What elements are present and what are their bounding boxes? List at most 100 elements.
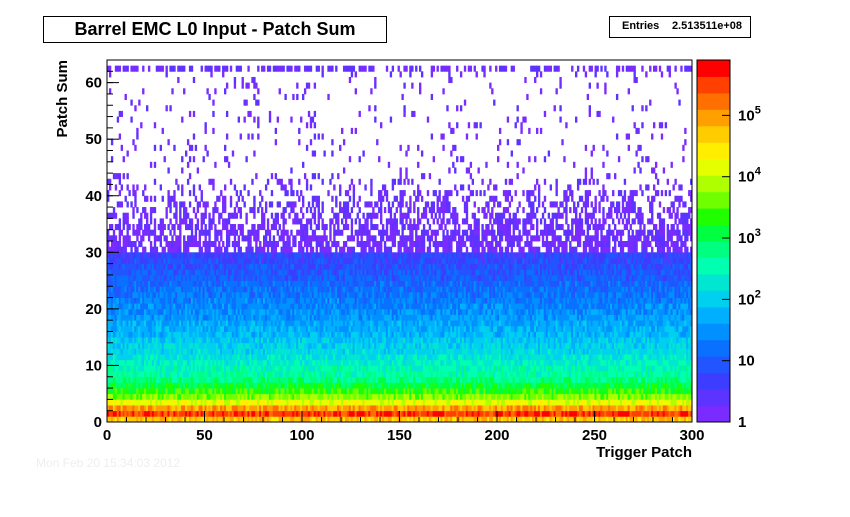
heatmap-cell [190, 263, 194, 270]
heatmap-cell [177, 393, 180, 400]
heatmap-cell [292, 257, 295, 265]
heatmap-cell [298, 371, 301, 378]
heatmap-cell [243, 257, 246, 265]
heatmap-cell [216, 303, 219, 310]
heatmap-cell [253, 201, 256, 208]
heatmap-cell [183, 269, 186, 276]
heatmap-cell [186, 320, 190, 327]
heatmap-cell [159, 342, 162, 349]
heatmap-cell [173, 297, 176, 304]
heatmap-cell [235, 376, 239, 383]
heatmap-cell [122, 218, 125, 225]
heatmap-cell [149, 246, 153, 253]
heatmap-cell [151, 354, 155, 361]
heatmap-cell [196, 376, 200, 383]
heatmap-cell [294, 308, 297, 315]
heatmap-cell [257, 388, 260, 395]
heatmap-cell [196, 314, 200, 321]
heatmap-cell [130, 116, 133, 123]
heatmap-cell [294, 252, 297, 259]
heatmap-cell [144, 224, 147, 231]
heatmap-cell [216, 416, 219, 423]
heatmap-cell [255, 246, 258, 253]
heatmap-cell [169, 399, 172, 406]
heatmap-cell [122, 393, 125, 400]
heatmap-cell [282, 354, 285, 361]
heatmap-cell [298, 139, 301, 146]
heatmap-cell [142, 235, 145, 242]
heatmap-cell [185, 291, 188, 298]
heatmap-cell [296, 308, 299, 315]
heatmap-cell [229, 393, 233, 400]
heatmap-cell [266, 342, 270, 349]
heatmap-cell [263, 314, 266, 321]
heatmap-cell [292, 382, 295, 389]
heatmap-cell [188, 291, 192, 298]
heatmap-cell [188, 173, 192, 180]
heatmap-cell [165, 252, 168, 259]
heatmap-cell [218, 246, 221, 253]
heatmap-cell [116, 320, 120, 327]
heatmap-cell [190, 320, 194, 327]
heatmap-cell [128, 331, 131, 338]
heatmap-cell [171, 257, 174, 265]
heatmap-cell [239, 303, 242, 310]
heatmap-cell [298, 218, 301, 225]
heatmap-cell [134, 144, 137, 151]
heatmap-cell [261, 218, 264, 225]
heatmap-cell [155, 331, 159, 338]
heatmap-cell [181, 342, 184, 349]
heatmap-cell [108, 263, 112, 270]
heatmap-cell [107, 399, 110, 406]
heatmap-cell [257, 252, 260, 259]
heatmap-cell [270, 297, 274, 304]
heatmap-cell [298, 308, 301, 315]
heatmap-cell [261, 354, 264, 361]
heatmap-cell [302, 388, 305, 395]
heatmap-cell [257, 308, 260, 315]
heatmap-cell [128, 274, 131, 281]
heatmap-cell [155, 308, 159, 315]
heatmap-cell [274, 241, 278, 248]
heatmap-cell [288, 342, 291, 349]
heatmap-cell [155, 388, 159, 395]
heatmap-cell [118, 320, 122, 327]
heatmap-cell [227, 388, 231, 395]
heatmap-cell [247, 399, 250, 406]
heatmap-cell [146, 291, 149, 298]
heatmap-cell [354, 88, 357, 95]
heatmap-cell [112, 173, 116, 180]
heatmap-cell [128, 303, 131, 310]
heatmap-cell [218, 257, 221, 265]
heatmap-cell [276, 348, 279, 355]
heatmap-cell [181, 382, 184, 389]
heatmap-cell [268, 229, 272, 236]
heatmap-cell [108, 354, 112, 361]
heatmap-cell [175, 399, 178, 406]
heatmap-cell [224, 399, 227, 406]
heatmap-cell [231, 286, 235, 293]
heatmap-cell [107, 416, 110, 423]
heatmap-cell [235, 399, 239, 406]
heatmap-cell [263, 303, 266, 310]
heatmap-cell [266, 348, 270, 355]
heatmap-cell [270, 410, 274, 417]
heatmap-cell [233, 388, 237, 395]
heatmap-cell [136, 246, 139, 253]
heatmap-cell [302, 399, 305, 406]
heatmap-cell [198, 331, 201, 338]
heatmap-cell [264, 342, 268, 349]
heatmap-cell [296, 376, 299, 383]
heatmap-cell [110, 139, 114, 146]
heatmap-cell [108, 331, 112, 338]
heatmap-cell [259, 297, 262, 304]
heatmap-cell [140, 359, 143, 366]
heatmap-cell [247, 235, 250, 242]
heatmap-cell [124, 399, 127, 406]
heatmap-cell [173, 342, 176, 349]
heatmap-cell [253, 393, 256, 400]
heatmap-cell [163, 235, 166, 242]
heatmap-cell [257, 325, 260, 332]
heatmap-cell [233, 280, 237, 287]
heatmap-cell [225, 291, 229, 298]
